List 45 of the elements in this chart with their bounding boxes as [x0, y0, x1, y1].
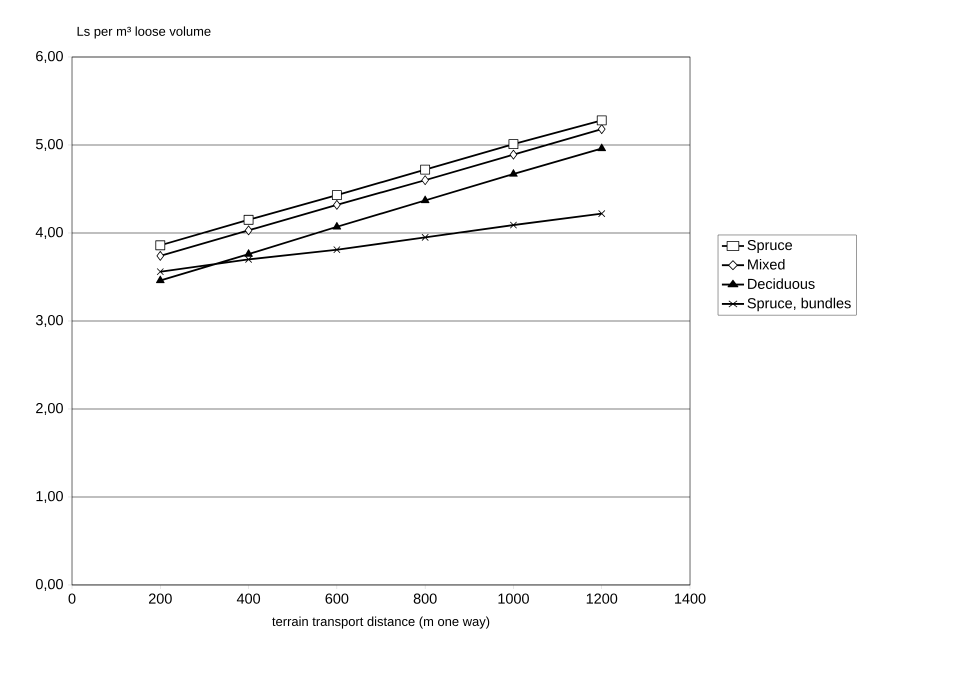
point	[420, 196, 430, 204]
point	[155, 240, 166, 250]
y-tick-label: 5,00	[36, 139, 63, 151]
point	[245, 256, 252, 263]
point	[332, 190, 342, 200]
point	[244, 214, 254, 225]
y-tick-label: 0,00	[36, 579, 63, 591]
x-tick-label: 200	[148, 593, 172, 604]
x-tick-label: 1400	[675, 593, 706, 604]
point	[598, 210, 606, 218]
point	[333, 200, 341, 210]
x-axis-title: terrain transport distance (m one way)	[272, 616, 490, 629]
y-axis-title: Ls per m³ loose volume	[78, 26, 211, 38]
y-tick-label: 1,00	[36, 491, 63, 503]
point	[333, 246, 340, 254]
point	[597, 144, 606, 152]
x-tick-label: 0	[68, 593, 76, 604]
legend-label: Spruce	[748, 240, 792, 254]
x-tick-label: 1200	[586, 593, 618, 604]
legend-label: Deciduous	[748, 278, 815, 289]
y-tick-label: 2,00	[36, 403, 63, 415]
point	[244, 249, 253, 257]
point	[510, 150, 518, 160]
point	[509, 169, 518, 177]
point	[510, 221, 518, 229]
y-tick-label: 3,00	[36, 315, 63, 327]
point	[508, 139, 518, 150]
x-tick-label: 1000	[498, 593, 529, 604]
y-tick-label: 4,00	[36, 227, 63, 239]
x-tick-label: 600	[326, 593, 348, 604]
point	[156, 276, 165, 284]
legend-label: Spruce, bundles	[748, 298, 851, 312]
point	[156, 268, 164, 276]
point	[598, 124, 606, 134]
point	[421, 175, 429, 186]
x-tick-label: 800	[414, 593, 437, 604]
point	[422, 234, 429, 241]
point	[420, 164, 430, 175]
point	[156, 250, 164, 261]
point	[244, 225, 252, 236]
y-tick-label: 6,00	[36, 51, 63, 63]
point	[332, 222, 342, 230]
x-tick-label: 400	[236, 593, 260, 604]
point	[596, 115, 607, 126]
legend-label: Mixed	[748, 258, 785, 270]
